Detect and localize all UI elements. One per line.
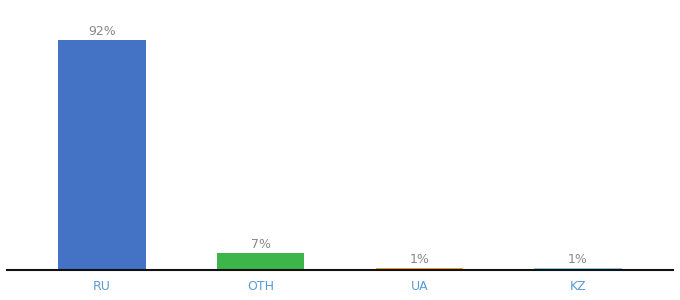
Bar	[375, 268, 463, 270]
Text: 92%: 92%	[88, 25, 116, 38]
Text: 1%: 1%	[409, 253, 429, 266]
Text: 7%: 7%	[251, 238, 271, 251]
Text: 1%: 1%	[568, 253, 588, 266]
Bar	[58, 40, 146, 270]
Bar	[217, 253, 305, 270]
Bar	[534, 268, 622, 270]
